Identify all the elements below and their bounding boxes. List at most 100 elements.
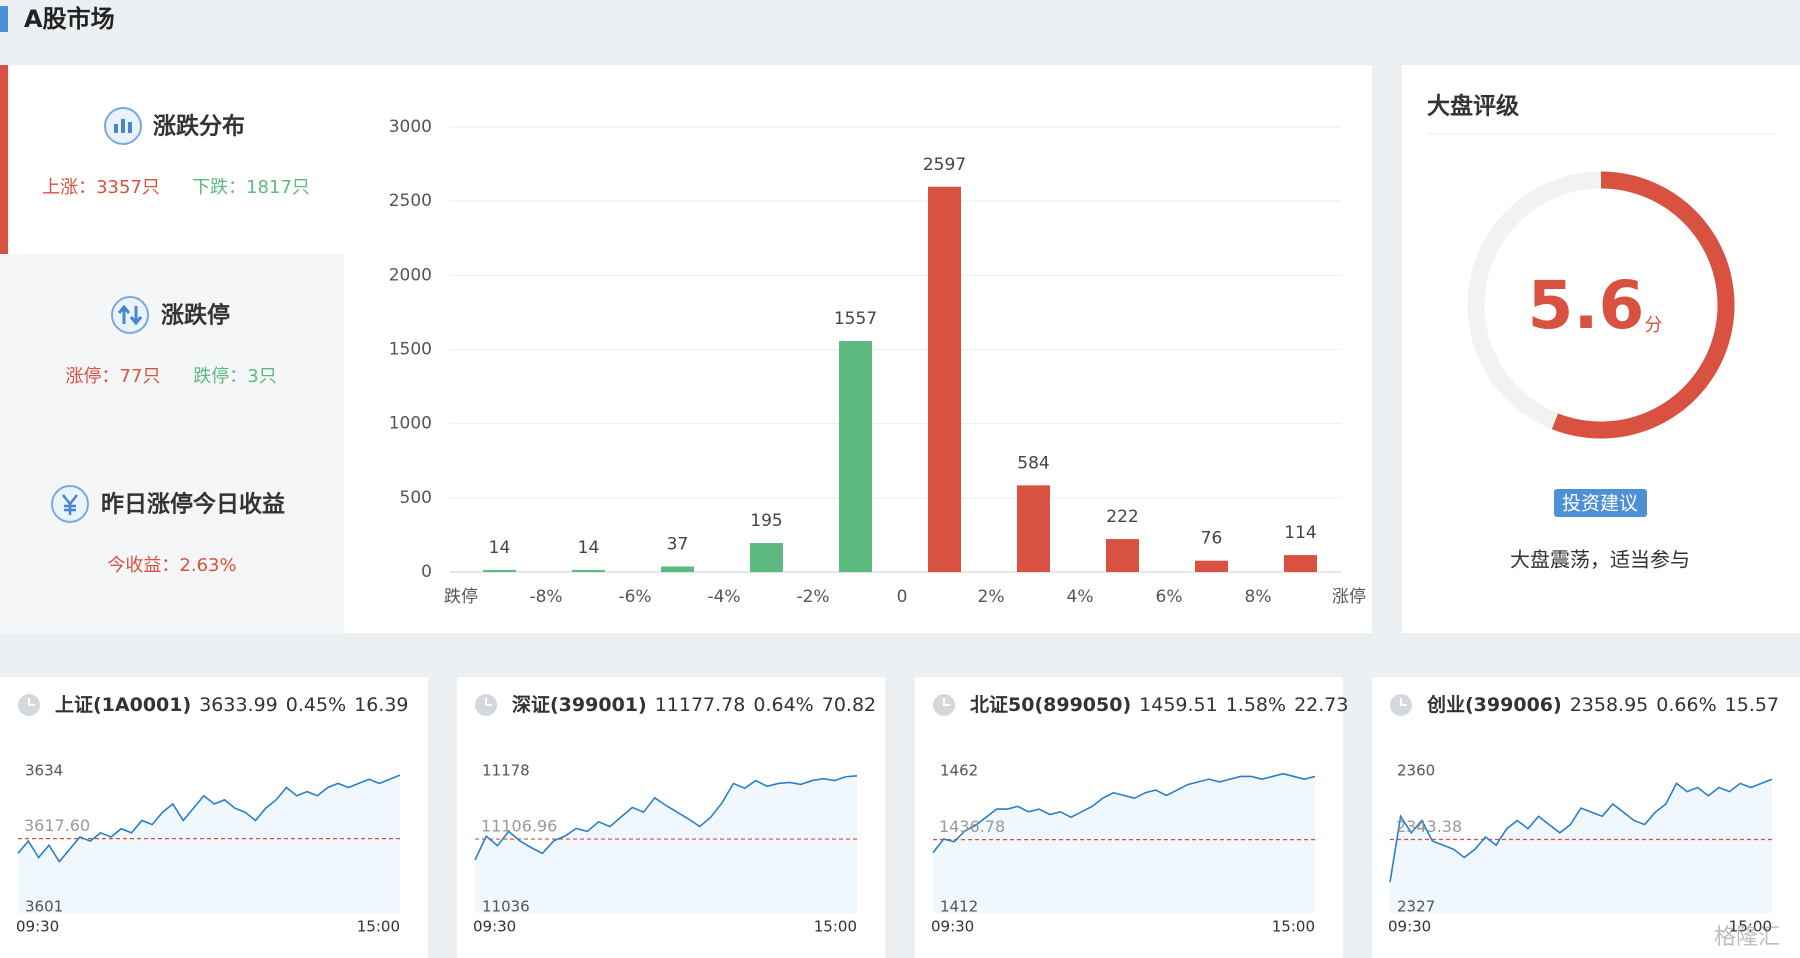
baseline-label: 1436.78 — [939, 817, 1005, 836]
bar — [1284, 555, 1317, 572]
price-line — [1389, 778, 1773, 883]
index-price: 1459.51 — [1139, 694, 1218, 716]
section-title: 涨跌停 — [161, 302, 230, 329]
bar-label: 114 — [1284, 523, 1316, 543]
x-tick-label: 15:00 — [357, 918, 400, 936]
bar — [1195, 560, 1228, 572]
charts: 0 500 1000 1500 2000 2500 3000 跌停 -8% -6% -4% -2% 0 2… — [0, 117, 1800, 958]
y-tick-label: 2000 — [389, 265, 432, 285]
page-title: A股市场 — [24, 5, 115, 33]
bar — [661, 566, 694, 572]
y-tick-label: 1500 — [389, 340, 432, 360]
baseline-label: 11106.96 — [481, 817, 557, 836]
x-tick-label: 09:30 — [1388, 918, 1431, 936]
x-tick-label: 0 — [897, 587, 908, 607]
y-tick-label: 500 — [400, 488, 432, 508]
bar — [750, 543, 783, 572]
x-tick-label: -6% — [618, 587, 651, 607]
y-tick-label: 3634 — [25, 762, 63, 780]
area — [933, 773, 1315, 913]
index-change: 16.39 — [354, 694, 408, 716]
index-name: 北证50(899050) — [970, 694, 1131, 716]
up-count: 上涨：3357只 — [42, 177, 160, 198]
x-tick-label: 2% — [978, 587, 1005, 607]
y-tick-label: 1000 — [389, 414, 432, 434]
icon — [104, 107, 142, 145]
y-tick-label: 2360 — [1397, 762, 1435, 780]
x-tick-label: 跌停 — [444, 587, 478, 607]
index-change-pct: 0.64% — [753, 694, 813, 716]
x-tick-label: 15:00 — [1729, 918, 1772, 936]
baseline-label: 2343.38 — [1396, 817, 1462, 836]
bar — [1017, 485, 1050, 572]
advice-button[interactable] — [1554, 489, 1647, 517]
bar-label: 14 — [578, 538, 600, 558]
index-name: 深证(399001) — [512, 693, 647, 716]
x-tick-label: 涨停 — [1332, 587, 1366, 607]
icon — [51, 485, 89, 523]
index-change-pct: 0.66% — [1656, 694, 1716, 716]
bar-label: 2597 — [923, 155, 966, 175]
price-line — [932, 772, 1316, 854]
x-tick-label: -4% — [707, 587, 740, 607]
limit-panel — [0, 254, 344, 633]
section-title: 昨日涨停今日收益 — [101, 491, 285, 518]
y-tick-label: 11178 — [482, 762, 530, 780]
clock-hand — [485, 698, 492, 706]
bar — [572, 569, 605, 572]
score-unit: 分 — [1644, 315, 1662, 336]
index-price: 3633.99 — [199, 694, 278, 716]
y-tick-label: 3601 — [25, 898, 63, 916]
area — [18, 775, 400, 913]
limit-down: 跌停：3只 — [193, 366, 276, 387]
price-line — [17, 774, 401, 864]
rating-panel — [1402, 65, 1800, 633]
area — [1390, 779, 1772, 913]
index-change-pct: 0.45% — [286, 694, 346, 716]
index-header: 深证(399001) 11177.78 0.64% 70.82 — [512, 693, 876, 716]
gauge — [1551, 171, 1735, 439]
x-tick-label: 15:00 — [814, 918, 857, 936]
yesterday-return: 今收益：2.63% — [107, 555, 236, 576]
title-marker — [0, 6, 8, 32]
icon — [111, 296, 149, 334]
watermark: 格隆汇 — [1714, 925, 1780, 950]
price-line — [474, 774, 858, 861]
active-marker — [0, 65, 8, 254]
index-header: 上证(1A0001) 3633.99 0.45% 16.39 — [55, 694, 409, 716]
index-change: 22.73 — [1294, 694, 1348, 716]
bar-label: 37 — [667, 535, 689, 555]
clock-hand — [943, 698, 950, 706]
index-change-pct: 1.58% — [1226, 694, 1286, 716]
y-tick-label: 11036 — [482, 898, 530, 916]
x-tick-label: 8% — [1245, 587, 1272, 607]
bar — [483, 569, 516, 572]
bar-label: 14 — [489, 538, 511, 558]
bar-label: 222 — [1106, 507, 1138, 527]
bar-label: 1557 — [834, 309, 877, 329]
x-tick-label: 15:00 — [1272, 918, 1315, 936]
bar-label: 584 — [1017, 453, 1049, 473]
clock-hand — [28, 698, 35, 706]
x-tick-label: 09:30 — [931, 918, 974, 936]
index-header: 创业(399006) 2358.95 0.66% 15.57 — [1426, 693, 1779, 716]
x-tick-label: -8% — [529, 587, 562, 607]
x-tick-label: 09:30 — [16, 918, 59, 936]
y-tick-label: 2327 — [1397, 898, 1435, 916]
advice-text: 大盘震荡，适当参与 — [1510, 548, 1690, 572]
score-value: 5.6 — [1528, 267, 1645, 344]
clock-hand — [1400, 698, 1407, 706]
score: 5.6分 — [1528, 267, 1663, 344]
bar — [1106, 539, 1139, 572]
y-tick-label: 1412 — [940, 898, 978, 916]
y-tick-label: 1462 — [940, 762, 978, 780]
x-tick-label: -2% — [796, 587, 829, 607]
bar — [928, 186, 961, 573]
advice-button-label[interactable]: 投资建议 — [1562, 493, 1638, 515]
index-name: 创业(399006) — [1426, 693, 1562, 716]
index-price: 2358.95 — [1570, 694, 1649, 716]
index-price: 11177.78 — [655, 694, 746, 716]
down-count: 下跌：1817只 — [192, 177, 310, 198]
